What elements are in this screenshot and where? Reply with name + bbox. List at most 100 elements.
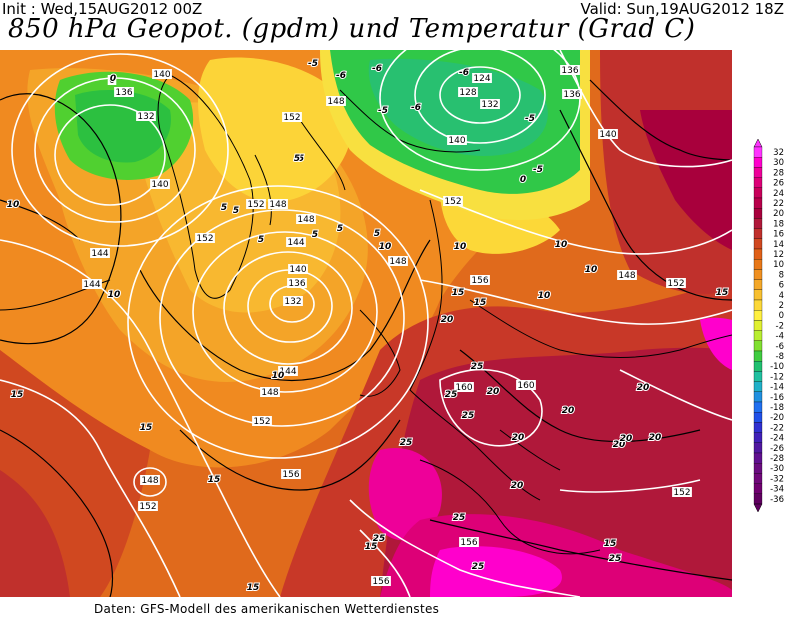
temperature-label: 10 [555, 240, 568, 250]
geopotential-label: 140 [153, 70, 170, 80]
temperature-label: 10 [108, 290, 121, 300]
temperature-label: 15 [247, 583, 260, 593]
geopotential-label: 144 [287, 238, 304, 248]
geopotential-label: 136 [563, 90, 580, 100]
geopotential-label: 124 [473, 74, 490, 84]
temperature-label: 10 [379, 242, 392, 252]
legend-value: -30 [770, 464, 784, 474]
legend-swatch [753, 218, 763, 229]
temperature-label: -6 [372, 64, 382, 74]
temperature-label: 20 [620, 434, 633, 444]
legend-swatch [753, 248, 763, 260]
init-time: Init : Wed,15AUG2012 00Z [2, 0, 203, 18]
geopotential-label: 128 [459, 88, 476, 98]
legend-swatch [753, 197, 763, 209]
legend-swatch [753, 401, 763, 413]
temperature-label: 20 [649, 433, 662, 443]
temperature-label: 25 [462, 411, 475, 421]
geopotential-label-bg [288, 264, 308, 274]
legend-swatches [753, 139, 763, 513]
geopotential-label: 140 [599, 130, 616, 140]
legend-swatch [753, 422, 763, 433]
geopotential-label-bg [252, 416, 272, 426]
temperature-label: -6 [336, 71, 346, 81]
geopotential-label: 140 [448, 136, 465, 146]
geopotential-label: 152 [667, 279, 684, 289]
geopotential-label: 144 [91, 249, 108, 259]
temperature-label: 25 [453, 513, 466, 523]
geopotential-label: 156 [372, 577, 389, 587]
geopotential-label-bg [447, 135, 467, 145]
temperature-label: 20 [441, 315, 454, 325]
geopotential-label: 156 [282, 470, 299, 480]
temperature-label: 25 [400, 438, 413, 448]
geopotential-label-bg [516, 380, 536, 390]
temperature-label: -5 [378, 106, 388, 116]
temperature-label: 5 [233, 206, 239, 216]
geopotential-label-bg [672, 487, 692, 497]
geopotential-label: 148 [297, 215, 314, 225]
legend-swatch [753, 452, 763, 464]
legend-swatch [753, 228, 763, 239]
legend-value: -12 [770, 372, 784, 382]
legend-swatch [753, 238, 763, 250]
legend-value: 20 [773, 209, 784, 219]
coastlines [0, 74, 732, 555]
legend-value: -6 [776, 342, 784, 352]
temperature-label: 10 [7, 200, 20, 210]
geopotential-label: 152 [139, 502, 156, 512]
legend-swatch [753, 310, 763, 321]
legend-swatch [753, 146, 763, 158]
geopotential-label: 152 [253, 417, 270, 427]
data-source-footer: Daten: GFS-Modell des amerikanischen Wet… [94, 602, 440, 616]
legend-arrow-bottom [753, 503, 763, 513]
geopotential-label-bg [560, 65, 580, 75]
geopotential-label-bg [286, 237, 306, 247]
legend-value: 0 [779, 311, 784, 321]
legend-swatch [753, 432, 763, 443]
legend-value: -34 [770, 485, 784, 495]
temperature-label: 25 [445, 390, 458, 400]
legend-value: 24 [773, 189, 784, 199]
legend-swatch [753, 289, 763, 301]
legend-swatch [753, 177, 763, 188]
temperature-label: 15 [11, 390, 24, 400]
legend-value: 14 [773, 240, 784, 250]
legend-value: -4 [776, 332, 784, 342]
geopotential-label: 148 [261, 388, 278, 398]
temperature-label: 25 [471, 362, 484, 372]
geopotential-label-bg [326, 96, 346, 106]
isotherms [0, 79, 732, 597]
legend-value: -28 [770, 454, 784, 464]
legend-value: -22 [770, 423, 784, 433]
legend-value: 26 [773, 179, 784, 189]
geopotential-label-bg [598, 129, 618, 139]
geopotential-label-bg [283, 296, 303, 306]
legend-swatch [753, 167, 763, 178]
geopotential-label-bg [371, 576, 391, 586]
temperature-label: 15 [365, 542, 378, 552]
legend-value: 28 [773, 168, 784, 178]
legend-swatch [753, 350, 763, 362]
legend-swatch [753, 473, 763, 484]
geopotential-label-bg [268, 199, 288, 209]
legend-value: 22 [773, 199, 784, 209]
geopotential-label: 152 [196, 234, 213, 244]
legend-value: 18 [773, 219, 784, 229]
legend-swatch [753, 157, 763, 168]
geopotential-label-bg [260, 387, 280, 397]
map-title: 850 hPa Geopot. (gpdm) und Temperatur (G… [8, 14, 696, 44]
legend-swatch [753, 463, 763, 474]
legend-swatch [753, 330, 763, 341]
legend-value: -2 [776, 321, 784, 331]
temperature-label: 5 [298, 154, 304, 164]
geopotential-label: 156 [471, 276, 488, 286]
geopotential-label: 160 [455, 383, 472, 393]
geopotential-label-bg [82, 279, 102, 289]
temperature-label: 0 [520, 175, 526, 185]
valid-time: Valid: Sun,19AUG2012 18Z [580, 0, 784, 18]
temperature-label: -5 [308, 59, 318, 69]
geopotential-label: 132 [481, 100, 498, 110]
geopotential-label-bg [454, 382, 474, 392]
